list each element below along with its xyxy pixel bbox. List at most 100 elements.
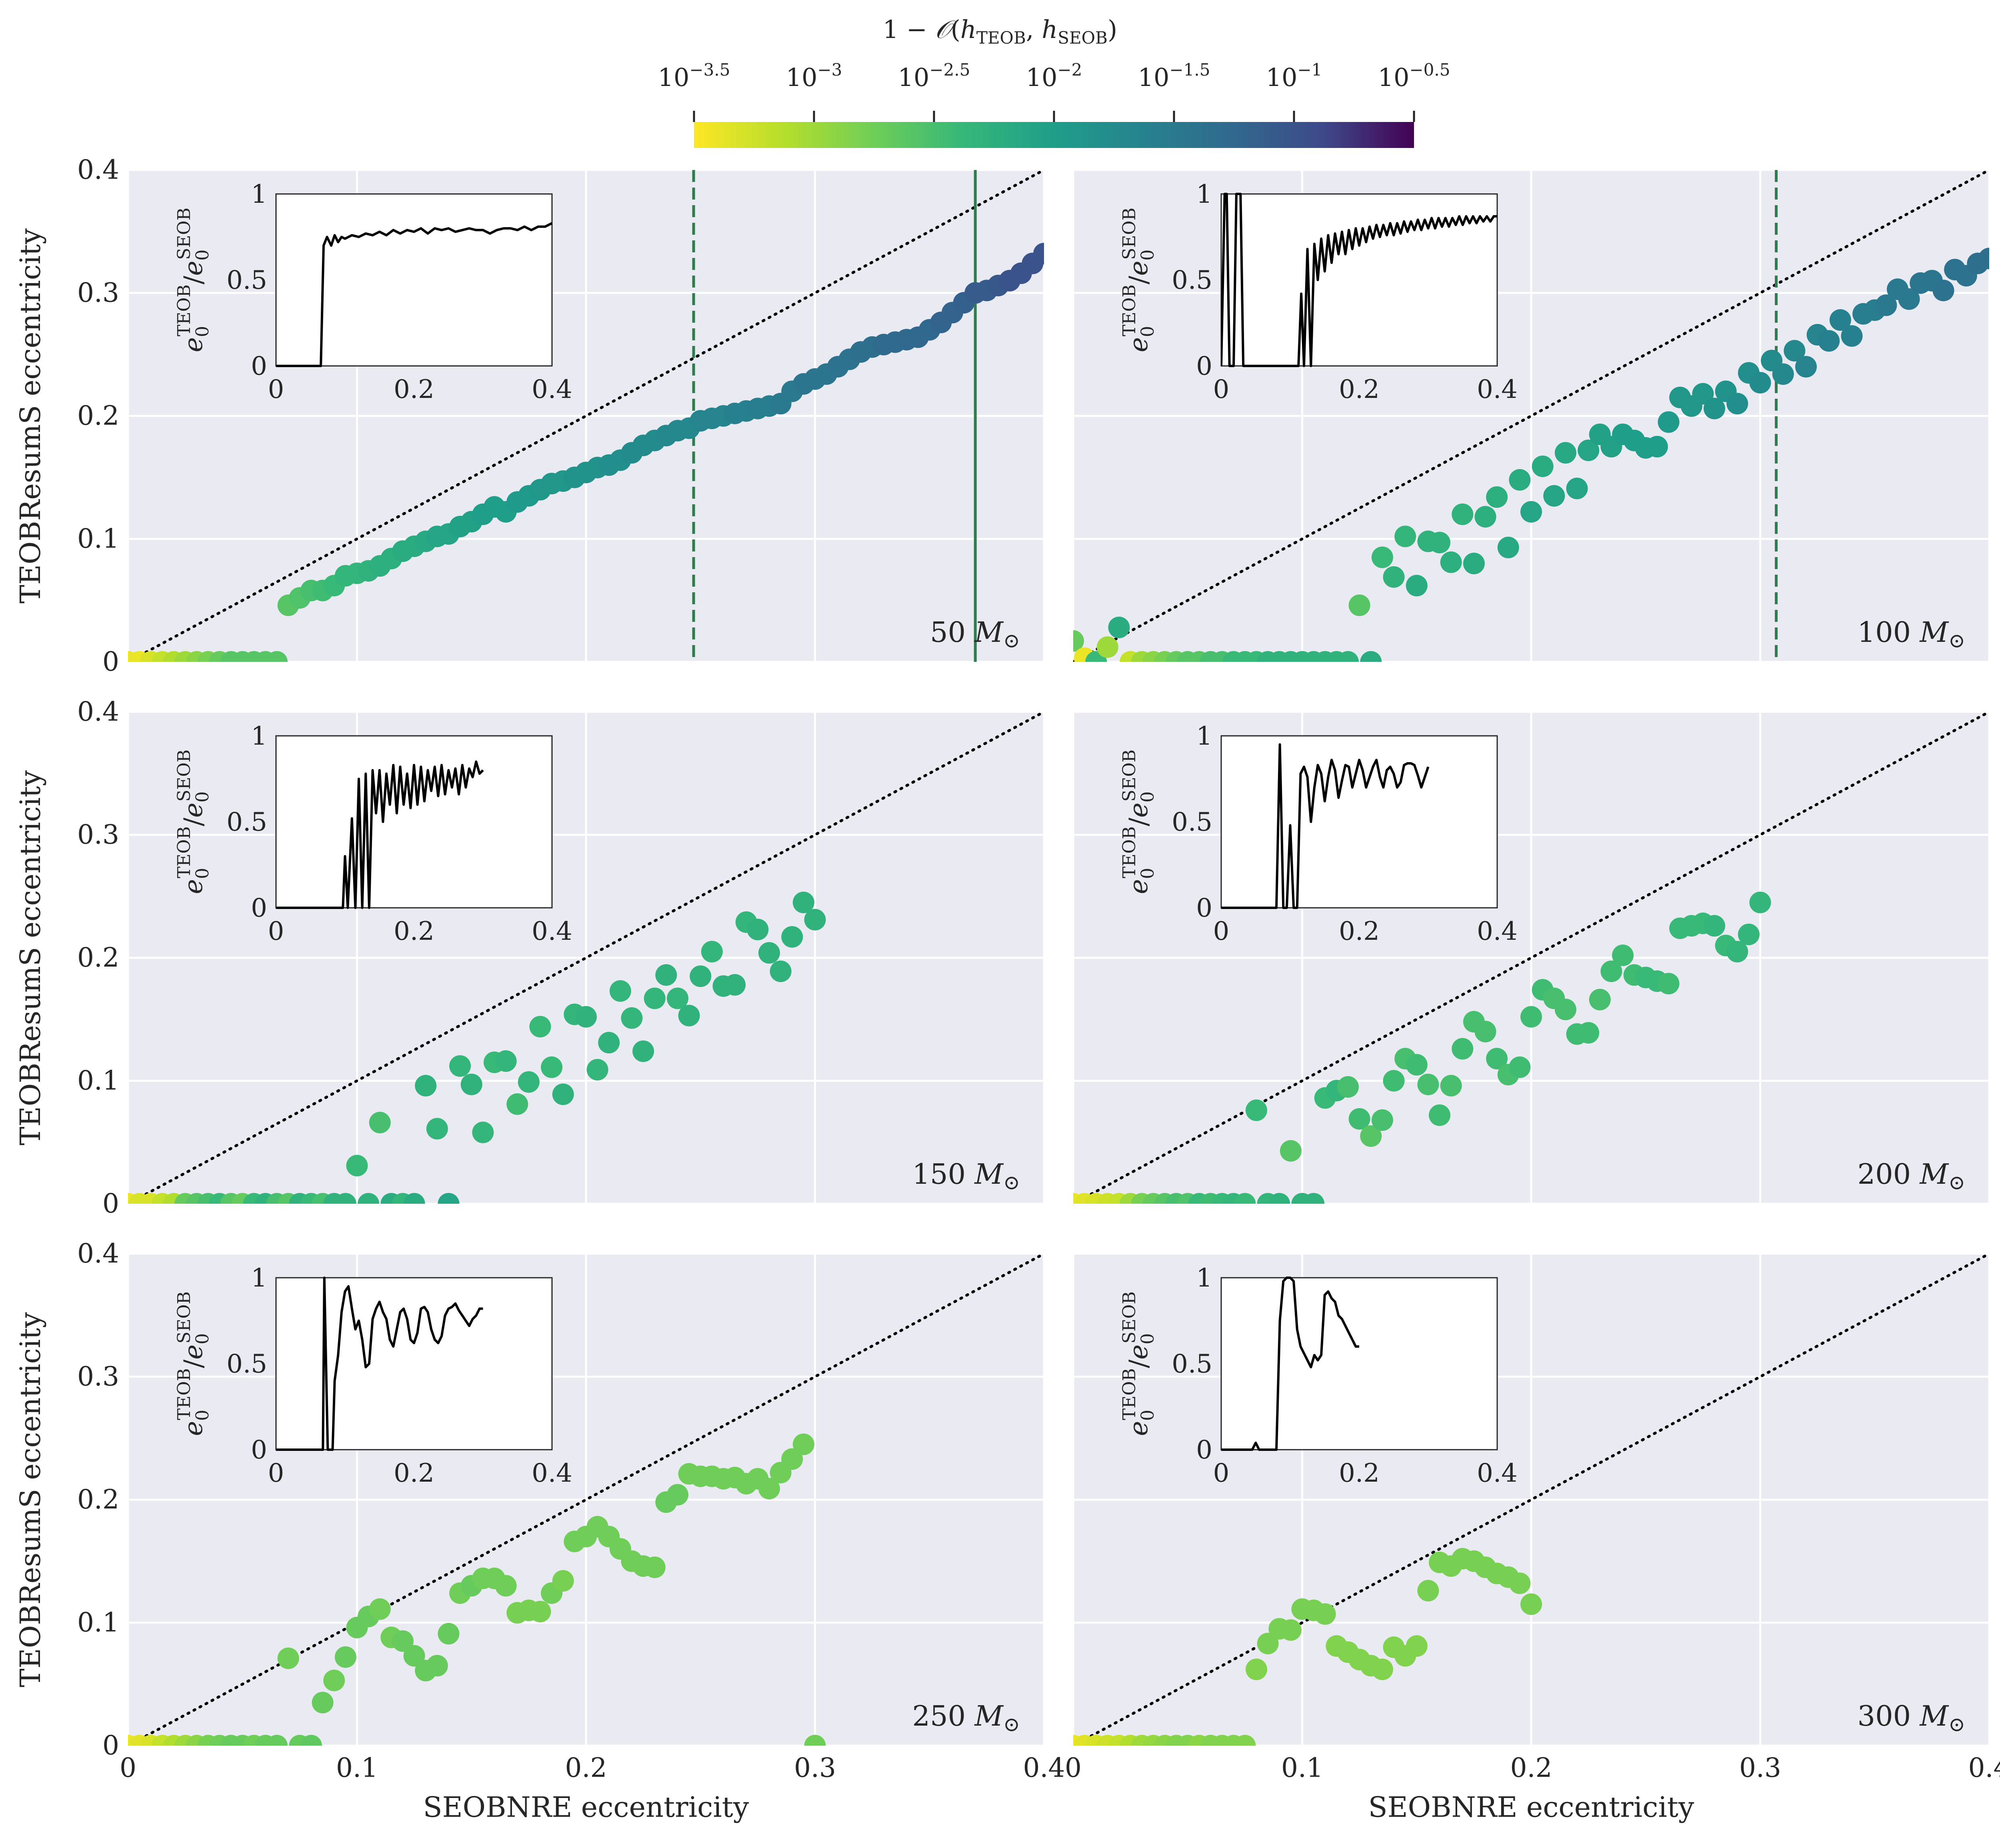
scatter-point bbox=[1440, 551, 1462, 573]
scatter-point bbox=[1348, 1108, 1370, 1130]
scatter-point bbox=[678, 1005, 700, 1027]
inset-x-tick-label: 0 bbox=[1213, 917, 1230, 946]
inset-y-tick-label: 1 bbox=[1196, 1263, 1212, 1293]
inset-x-tick-label: 0.4 bbox=[532, 375, 572, 404]
inset-frame bbox=[1220, 1277, 1498, 1450]
inset-x-tick-label: 0 bbox=[268, 375, 284, 404]
scatter-point bbox=[472, 1121, 494, 1143]
scatter-point bbox=[1371, 546, 1393, 568]
panel-mass-label: 300 M⊙ bbox=[1858, 1700, 1965, 1736]
panel-mass-label: 150 M⊙ bbox=[912, 1158, 1020, 1194]
x-tick-label: 0.1 bbox=[1281, 1752, 1323, 1783]
y-tick-label: 0.4 bbox=[77, 1238, 119, 1269]
scatter-point bbox=[1452, 503, 1474, 525]
scatter-point bbox=[1646, 436, 1668, 458]
inset-x-tick-label: 0.4 bbox=[1477, 1458, 1518, 1488]
scatter-point bbox=[1932, 280, 1954, 302]
scatter-point bbox=[1841, 325, 1863, 347]
scatter-point bbox=[426, 1118, 448, 1140]
inset-y-axis-label: e0TEOB/e0SEOB bbox=[1119, 1291, 1158, 1436]
panel-1: 0 0.1 0.2 0.3 0.4 TEOBResumS eccentricity 50 M… bbox=[14, 154, 1045, 677]
scatter-point bbox=[1566, 477, 1588, 499]
x-tick-label: 0.3 bbox=[794, 1752, 836, 1783]
y-tick-label: 0.2 bbox=[77, 1484, 119, 1515]
scatter-point bbox=[1600, 960, 1622, 982]
scatter-point bbox=[346, 1155, 368, 1177]
y-tick-label: 0.4 bbox=[77, 696, 119, 727]
panel-mass-label: 250 M⊙ bbox=[912, 1700, 1020, 1736]
scatter-point bbox=[1532, 456, 1554, 477]
inset-x-tick-label: 0.4 bbox=[1477, 917, 1518, 946]
inset-y-tick-label: 0.5 bbox=[226, 266, 267, 295]
scatter-point bbox=[1474, 506, 1496, 528]
inset-y-tick-label: 1 bbox=[1196, 721, 1212, 751]
scatter-point bbox=[1474, 1021, 1496, 1043]
y-tick-label: 0.1 bbox=[77, 523, 119, 554]
scatter-point bbox=[415, 1075, 437, 1097]
scatter-point bbox=[1486, 486, 1508, 508]
scatter-point bbox=[1246, 1658, 1267, 1680]
scatter-point bbox=[1303, 1193, 1325, 1204]
scatter-point bbox=[392, 1630, 414, 1652]
scatter-point bbox=[804, 909, 826, 931]
panel-3: 0 0.1 0.2 0.3 0.4 TEOBResumS eccentricity 150 … bbox=[14, 696, 1045, 1219]
scatter-point bbox=[1406, 1054, 1428, 1076]
panel-5: 0 0.1 0.2 0.3 0.4 0 0.1 0.2 0.3 0.4 TEOBResumS ecc… bbox=[14, 1238, 1065, 1824]
y-tick-label: 0.2 bbox=[77, 942, 119, 973]
inset-x-tick-label: 0 bbox=[268, 917, 284, 946]
scatter-point bbox=[1073, 630, 1084, 652]
scatter-point bbox=[690, 965, 712, 987]
scatter-point bbox=[449, 1055, 471, 1077]
inset-y-tick-label: 0 bbox=[1196, 352, 1212, 381]
y-axis-label: TEOBResumS eccentricity bbox=[14, 1312, 47, 1687]
scatter-point bbox=[1578, 1022, 1600, 1044]
scatter-point bbox=[552, 1083, 574, 1105]
scatter-point bbox=[724, 974, 746, 996]
scatter-point bbox=[300, 1735, 322, 1746]
scatter-point bbox=[529, 1016, 551, 1038]
scatter-point bbox=[644, 987, 666, 1009]
scatter-point bbox=[598, 1032, 620, 1054]
scatter-point bbox=[1417, 1580, 1439, 1602]
scatter-point bbox=[266, 1735, 288, 1746]
scatter-point bbox=[1875, 294, 1897, 316]
scatter-point bbox=[334, 1193, 356, 1204]
scatter-point bbox=[1360, 1125, 1382, 1147]
scatter-point bbox=[632, 1040, 654, 1062]
panel-mass-label: 50 M⊙ bbox=[930, 616, 1020, 652]
scatter-point bbox=[1497, 537, 1519, 559]
colorbar-tick-label: 10−0.5 bbox=[1378, 60, 1450, 92]
panel-mass-label: 100 M⊙ bbox=[1858, 616, 1965, 652]
scatter-point bbox=[358, 1193, 380, 1204]
scatter-point bbox=[770, 960, 792, 982]
scatter-point bbox=[747, 919, 769, 941]
inset-x-tick-label: 0.2 bbox=[1339, 375, 1380, 404]
scatter-point bbox=[609, 980, 631, 1002]
colorbar-tick-label: 10−1.5 bbox=[1138, 60, 1210, 92]
scatter-point bbox=[758, 942, 780, 964]
scatter-point bbox=[1033, 243, 1044, 265]
inset-y-tick-label: 0 bbox=[1196, 1435, 1212, 1465]
scatter-point bbox=[403, 1193, 425, 1204]
inset-x-tick-label: 0.2 bbox=[1339, 1458, 1380, 1488]
scatter-point bbox=[334, 1646, 356, 1668]
scatter-point bbox=[1234, 1193, 1256, 1204]
scatter-point bbox=[1429, 531, 1450, 553]
scatter-point bbox=[1578, 440, 1600, 462]
x-tick-label: 0 bbox=[1065, 1752, 1082, 1783]
inset-ratio-line bbox=[1221, 193, 1497, 367]
scatter-point bbox=[1383, 1070, 1405, 1092]
scatter-point bbox=[1463, 553, 1485, 574]
scatter-point bbox=[1749, 891, 1771, 913]
y-tick-label: 0.2 bbox=[77, 400, 119, 431]
y-tick-label: 0 bbox=[102, 1188, 119, 1219]
panel-4: 200 M⊙ 0 0.2 0.4 0 0.5 1 e0TEOB/e0SEOB bbox=[1072, 711, 1990, 1205]
panel-mass-label: 200 M⊙ bbox=[1858, 1158, 1965, 1194]
scatter-point bbox=[1429, 1104, 1450, 1126]
scatter-point bbox=[1898, 288, 1920, 310]
inset-ratio-line bbox=[1221, 743, 1430, 909]
inset: 0 0.2 0.4 0 0.5 1 e0TEOB/e0SEOB bbox=[1119, 180, 1518, 404]
scatter-point bbox=[1795, 356, 1817, 378]
inset-y-axis-label: e0TEOB/e0SEOB bbox=[1119, 208, 1158, 352]
